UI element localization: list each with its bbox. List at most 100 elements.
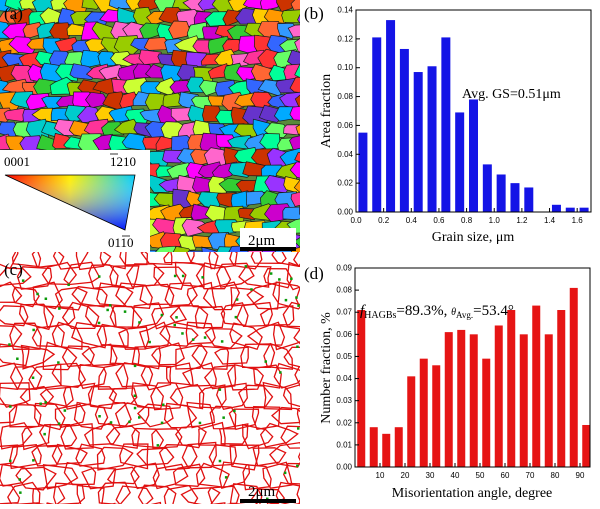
y-tick-label: 0.08 bbox=[337, 92, 353, 101]
x-tick-label: 40 bbox=[451, 471, 460, 480]
ipf-key-0110-label: 0110 bbox=[108, 235, 134, 250]
high-angle-boundary bbox=[0, 444, 19, 466]
low-angle-boundary bbox=[44, 297, 48, 300]
low-angle-boundary bbox=[39, 402, 42, 405]
high-angle-boundary bbox=[172, 463, 206, 487]
y-tick-label: 0.06 bbox=[336, 330, 352, 339]
high-angle-boundary bbox=[131, 501, 162, 509]
low-angle-boundary bbox=[173, 274, 177, 278]
ipf-key-outline bbox=[4, 174, 136, 231]
x-tick-label: 0.6 bbox=[433, 216, 445, 225]
high-angle-boundary bbox=[0, 267, 32, 286]
low-angle-boundary bbox=[133, 364, 137, 368]
bar bbox=[372, 37, 382, 212]
high-angle-boundary bbox=[186, 401, 215, 429]
low-angle-boundary bbox=[32, 459, 35, 462]
low-angle-boundary bbox=[123, 310, 127, 313]
x-tick-label: 1.4 bbox=[544, 216, 556, 225]
y-tick-label: 0.05 bbox=[336, 352, 352, 361]
high-angle-boundary bbox=[131, 345, 162, 370]
bar bbox=[419, 358, 428, 467]
bar bbox=[569, 287, 578, 467]
y-tick-label: 0.02 bbox=[336, 418, 352, 427]
x-tick-label: 10 bbox=[376, 471, 385, 480]
high-angle-boundary bbox=[105, 425, 140, 449]
high-angle-boundary bbox=[214, 346, 249, 365]
high-angle-boundary bbox=[96, 446, 134, 471]
low-angle-boundary bbox=[278, 278, 281, 281]
low-angle-boundary bbox=[181, 274, 185, 278]
x-tick-label: 0.8 bbox=[461, 216, 473, 225]
high-angle-boundary bbox=[216, 382, 248, 411]
bar bbox=[394, 427, 403, 467]
x-tick-label: 80 bbox=[551, 471, 560, 480]
high-angle-boundary bbox=[262, 381, 293, 411]
y-tick-label: 0.04 bbox=[336, 374, 352, 383]
y-tick-label: 0.14 bbox=[337, 6, 353, 15]
high-angle-boundary bbox=[252, 447, 287, 467]
bar bbox=[382, 433, 391, 467]
low-angle-boundary bbox=[106, 308, 109, 312]
high-angle-boundary bbox=[263, 267, 293, 289]
high-angle-boundary bbox=[139, 283, 175, 306]
high-angle-boundary bbox=[0, 305, 29, 327]
high-angle-boundary bbox=[81, 343, 118, 367]
low-angle-boundary bbox=[160, 313, 164, 317]
low-angle-boundary bbox=[264, 360, 267, 363]
low-angle-boundary bbox=[57, 422, 61, 425]
high-angle-boundary bbox=[54, 403, 86, 429]
low-angle-boundary bbox=[220, 340, 224, 343]
low-angle-boundary bbox=[32, 328, 35, 332]
scale-bar-c-label: 2μm bbox=[248, 484, 276, 500]
low-angle-boundary bbox=[67, 283, 70, 286]
high-angle-boundary bbox=[199, 384, 227, 409]
high-angle-boundary bbox=[151, 305, 188, 330]
grain-size-chart: 0.0 0.2 0.4 0.6 0.8 1.0 1.2 1.4 1.6 0.00 0.02 0.04 0… bbox=[304, 4, 592, 245]
misorientation-chart: 10 20 30 40 50 60 70 80 90 0.00 0.01 0.02 0.03 0.04 0.… bbox=[304, 264, 591, 501]
high-angle-boundary bbox=[0, 422, 33, 450]
high-angle-boundary bbox=[159, 325, 199, 347]
grain bbox=[276, 0, 296, 13]
high-angle-boundary bbox=[164, 282, 198, 307]
high-angle-boundary bbox=[19, 385, 55, 408]
high-angle-boundary bbox=[194, 305, 226, 329]
low-angle-boundary bbox=[31, 376, 35, 379]
low-angle-boundary bbox=[296, 464, 299, 468]
plot-frame bbox=[354, 267, 591, 468]
ipf-key-0001-label: 0001 bbox=[4, 154, 30, 169]
high-angle-boundary bbox=[7, 481, 41, 506]
low-angle-boundary bbox=[16, 357, 19, 360]
low-angle-boundary bbox=[160, 421, 164, 425]
low-angle-boundary bbox=[198, 421, 202, 425]
bar bbox=[427, 66, 437, 213]
high-angle-boundary bbox=[208, 443, 237, 467]
bar bbox=[369, 427, 378, 467]
high-angle-boundary bbox=[81, 467, 117, 490]
high-angle-boundary bbox=[0, 382, 31, 408]
high-angle-boundary bbox=[181, 362, 217, 387]
ipf-map-panel: 0001 1210 0110 (a) 2μm bbox=[0, 0, 323, 266]
low-angle-boundary bbox=[235, 298, 239, 301]
high-angle-boundary bbox=[15, 466, 57, 491]
bar bbox=[482, 164, 492, 212]
high-angle-boundary bbox=[0, 403, 18, 424]
high-angle-boundary bbox=[109, 265, 140, 290]
ipf-key-triangle-overlay bbox=[5, 175, 135, 230]
high-angle-boundary bbox=[202, 281, 241, 311]
high-angle-boundary bbox=[11, 286, 40, 308]
high-angle-boundary bbox=[51, 321, 83, 350]
high-angle-boundary bbox=[272, 281, 310, 310]
grain-boundary-map: (c) 2μm bbox=[0, 241, 343, 509]
low-angle-boundary bbox=[244, 265, 248, 268]
x-tick-label: 70 bbox=[526, 471, 535, 480]
bar bbox=[441, 37, 451, 212]
high-angle-boundary bbox=[16, 266, 53, 290]
low-angle-boundary bbox=[8, 343, 11, 346]
scale-bar-a-label: 2μm bbox=[248, 233, 276, 249]
high-angle-boundary bbox=[263, 342, 294, 370]
high-angle-boundary bbox=[0, 343, 30, 367]
low-angle-boundary bbox=[109, 304, 112, 307]
x-tick-label: 0.0 bbox=[350, 216, 362, 225]
low-angle-boundary bbox=[156, 444, 160, 447]
grain bbox=[143, 37, 172, 51]
